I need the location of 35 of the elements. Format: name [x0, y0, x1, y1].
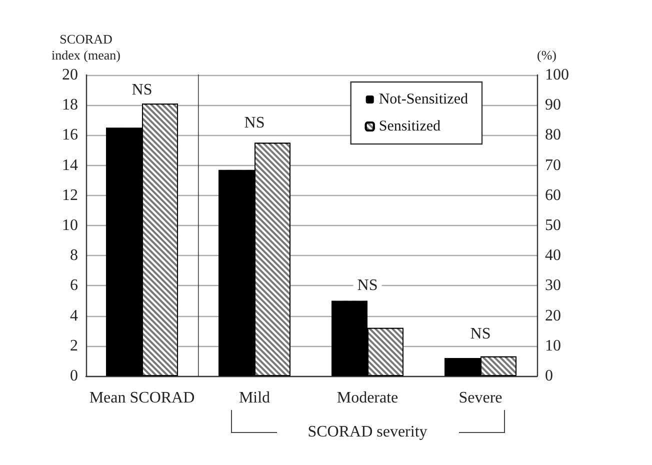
y-tick-label: 6: [70, 277, 78, 294]
y-tick-label: 60: [545, 186, 561, 204]
y-tick-label: 0: [70, 368, 78, 384]
annotation: NS: [244, 114, 265, 132]
legend-label: Not-Sensitized: [378, 92, 468, 108]
y-tick-label: 70: [545, 156, 561, 174]
y-tick-label: 18: [62, 96, 78, 114]
y-tick-label: 14: [62, 156, 78, 174]
y-tick-label: 2: [70, 337, 78, 354]
y-tick-label: 10: [545, 337, 561, 354]
x-tick-label: Mild: [238, 390, 270, 406]
y-tick-label: 80: [545, 126, 561, 144]
annotation: NS: [357, 277, 378, 294]
x-tick-label: Mean SCORAD: [89, 390, 195, 406]
y-tick-label: 4: [70, 307, 78, 324]
y-tick-label: 50: [545, 217, 561, 234]
x-tick-label: Severe: [458, 390, 502, 406]
legend-label: Sensitized: [378, 118, 442, 134]
y-tick-label: 16: [62, 126, 78, 144]
y-tick-label: 20: [62, 66, 78, 84]
y-tick-label: 8: [70, 247, 78, 264]
y-tick-label: 12: [62, 186, 78, 204]
annotation: NS: [470, 325, 491, 342]
y-tick-label: 10: [62, 217, 78, 234]
y-axis-title: SCORAD index (mean): [52, 32, 120, 62]
y-axis-title: (%): [537, 48, 556, 62]
y-tick-label: 90: [545, 96, 561, 114]
y-tick-label: 30: [545, 277, 561, 294]
y-tick-label: 40: [545, 247, 561, 264]
x-tick-label: Moderate: [336, 390, 398, 406]
y-tick-label: 0: [545, 368, 553, 384]
y-tick-label: 100: [545, 66, 569, 84]
y-tick-label: 20: [545, 307, 561, 324]
x-axis-title: SCORAD severity: [308, 424, 428, 440]
annotation: NS: [132, 82, 152, 99]
